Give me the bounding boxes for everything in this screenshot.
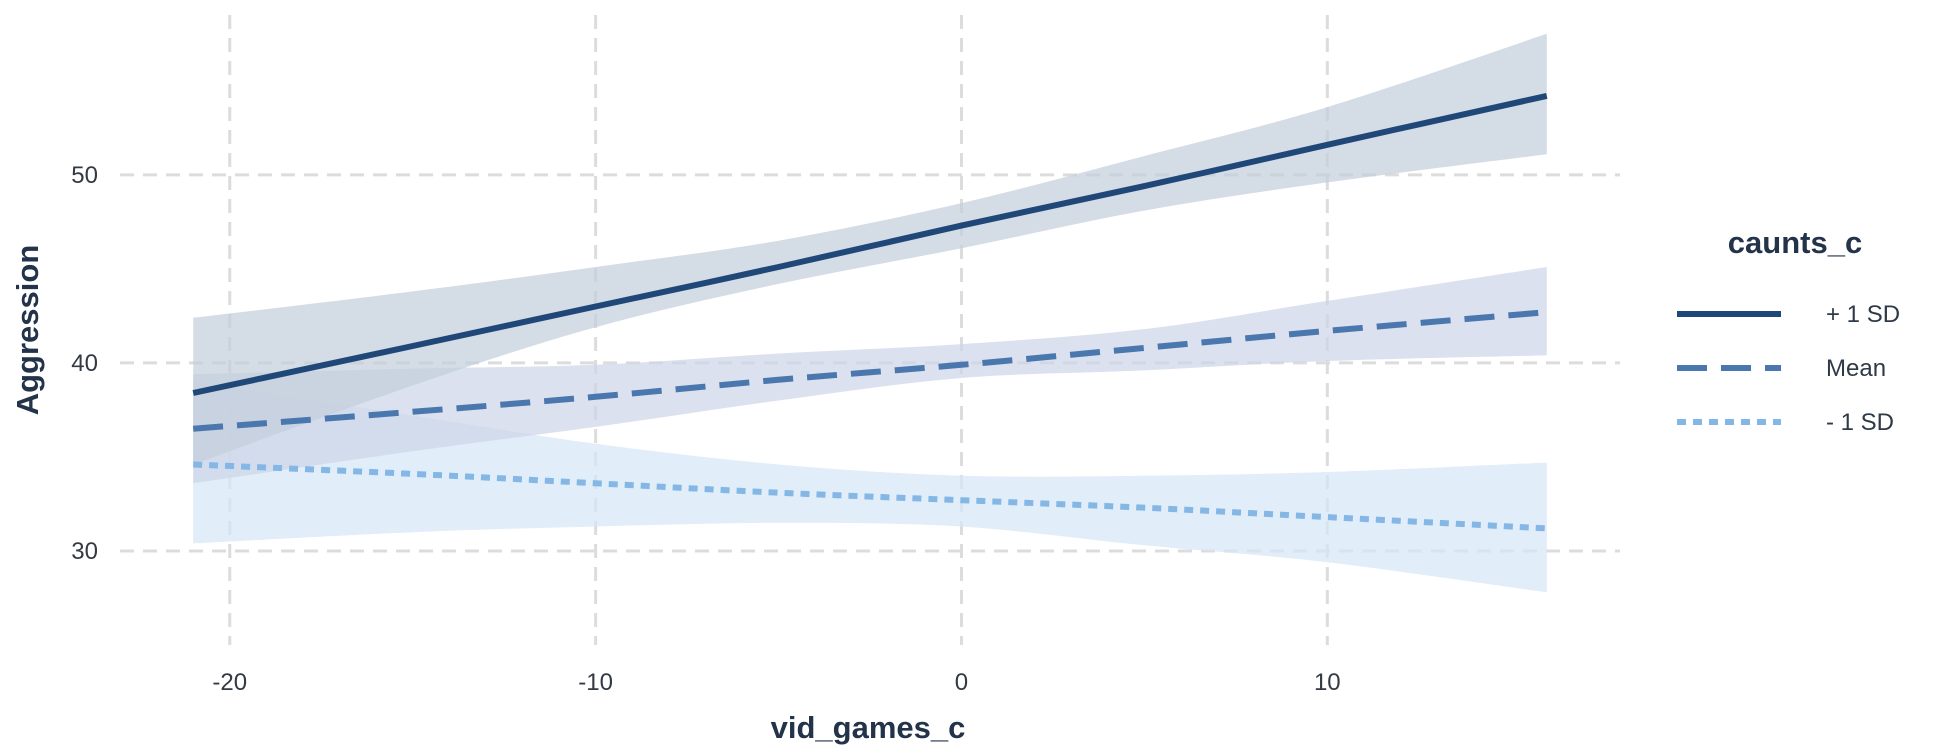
legend-title: caunts_c <box>1728 225 1862 260</box>
series-line <box>192 92 1548 396</box>
y-tick-label: 40 <box>71 350 98 377</box>
legend: caunts_c + 1 SD Mean - 1 SD <box>1677 225 1900 436</box>
y-tick-label: 30 <box>71 538 98 565</box>
x-axis-title: vid_games_c <box>771 710 966 745</box>
legend-label: Mean <box>1826 355 1886 382</box>
series-line <box>193 461 1547 532</box>
y-tick-label: 50 <box>71 162 98 189</box>
legend-entries: + 1 SD Mean - 1 SD <box>1677 301 1900 436</box>
x-tick-label: 0 <box>955 669 968 696</box>
confidence-band <box>193 381 1547 593</box>
x-tick-label: 10 <box>1314 669 1341 696</box>
y-axis-title: Aggression <box>10 245 45 416</box>
series-lines <box>192 92 1548 532</box>
series-line <box>192 309 1548 432</box>
x-tick-label: -10 <box>578 669 613 696</box>
legend-label: + 1 SD <box>1826 301 1900 328</box>
legend-label: - 1 SD <box>1826 409 1894 436</box>
confidence-bands <box>193 33 1547 593</box>
tick-labels: -20 -10 0 10 30 40 50 <box>71 162 1340 696</box>
x-tick-label: -20 <box>212 669 247 696</box>
